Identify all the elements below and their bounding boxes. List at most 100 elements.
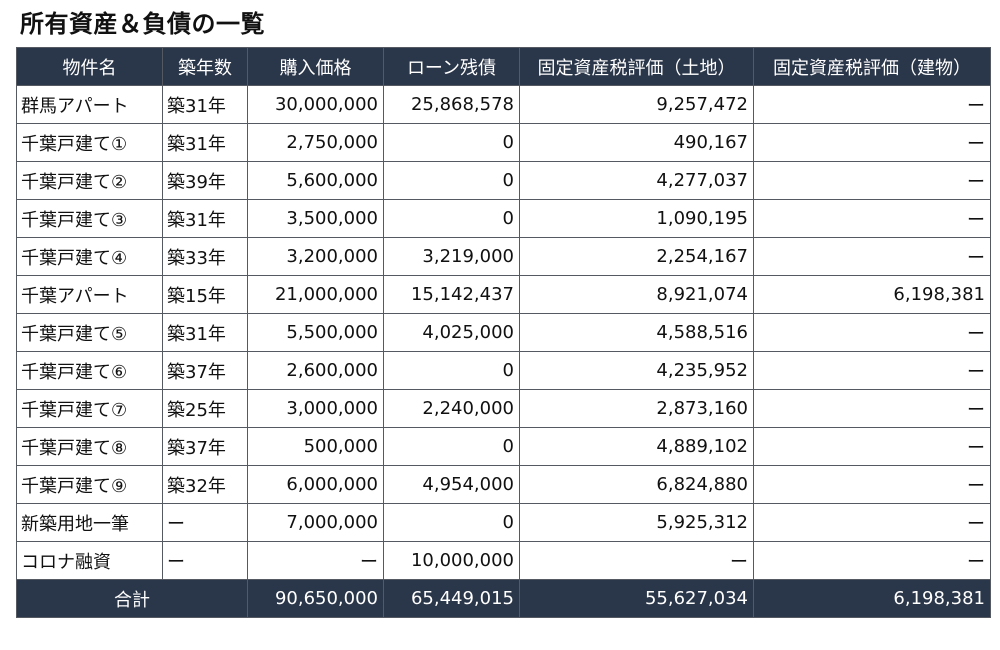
cell-land-valuation: 4,235,952	[519, 351, 754, 390]
total-land: 55,627,034	[519, 579, 754, 618]
cell-building-valuation: ー	[753, 313, 991, 352]
cell-building-valuation: ー	[753, 541, 991, 580]
cell-land-valuation: 1,090,195	[519, 199, 754, 238]
cell-purchase-price: 5,600,000	[247, 161, 384, 200]
cell-loan-balance: 3,219,000	[383, 237, 520, 276]
table-row: 千葉戸建て⑨ 築32年 6,000,000 4,954,000 6,824,880 ー	[16, 465, 991, 504]
cell-property-name: 千葉戸建て①	[16, 123, 163, 162]
table-row: 千葉戸建て① 築31年 2,750,000 0 490,167 ー	[16, 123, 991, 162]
cell-purchase-price: 5,500,000	[247, 313, 384, 352]
cell-purchase-price: 2,750,000	[247, 123, 384, 162]
cell-loan-balance: 0	[383, 161, 520, 200]
cell-building-valuation: ー	[753, 85, 991, 124]
cell-land-valuation: 2,873,160	[519, 389, 754, 428]
cell-loan-balance: 0	[383, 503, 520, 542]
table-body: 群馬アパート 築31年 30,000,000 25,868,578 9,257,472 ー…	[16, 85, 991, 580]
cell-building-valuation: ー	[753, 503, 991, 542]
cell-building-valuation: 6,198,381	[753, 275, 991, 314]
cell-land-valuation: 4,889,102	[519, 427, 754, 466]
table-row: 新築用地一筆ー 7,000,000 0 5,925,312 ー	[16, 503, 991, 542]
cell-property-name: 千葉戸建て⑥	[16, 351, 163, 390]
cell-purchase-price: 500,000	[247, 427, 384, 466]
cell-property-name: 千葉戸建て⑤	[16, 313, 163, 352]
cell-purchase-price: 3,000,000	[247, 389, 384, 428]
cell-building-valuation: ー	[753, 389, 991, 428]
cell-purchase-price: ー	[247, 541, 384, 580]
column-header-property: 物件名	[16, 47, 163, 86]
asset-liability-table: 物件名 築年数 購入価格 ローン残債 固定資産税評価（土地） 固定資産税評価（建…	[16, 47, 991, 618]
cell-building-age: 築33年	[162, 237, 248, 276]
column-header-price: 購入価格	[247, 47, 384, 86]
cell-purchase-price: 7,000,000	[247, 503, 384, 542]
cell-loan-balance: 25,868,578	[383, 85, 520, 124]
cell-building-age: 築31年	[162, 85, 248, 124]
cell-purchase-price: 2,600,000	[247, 351, 384, 390]
cell-property-name: 千葉戸建て⑧	[16, 427, 163, 466]
cell-purchase-price: 30,000,000	[247, 85, 384, 124]
column-header-land-valuation: 固定資産税評価（土地）	[519, 47, 754, 86]
cell-building-age: 築32年	[162, 465, 248, 504]
table-row: コロナ融資ーー 10,000,000 ーー	[16, 541, 991, 580]
cell-loan-balance: 15,142,437	[383, 275, 520, 314]
total-price: 90,650,000	[247, 579, 384, 618]
cell-property-name: コロナ融資	[16, 541, 163, 580]
cell-land-valuation: 9,257,472	[519, 85, 754, 124]
cell-loan-balance: 0	[383, 199, 520, 238]
cell-property-name: 群馬アパート	[16, 85, 163, 124]
cell-building-valuation: ー	[753, 427, 991, 466]
total-row: 合計 90,650,000 65,449,015 55,627,034 6,19…	[16, 579, 991, 618]
cell-building-valuation: ー	[753, 465, 991, 504]
cell-building-age: 築39年	[162, 161, 248, 200]
cell-building-valuation: ー	[753, 237, 991, 276]
cell-purchase-price: 6,000,000	[247, 465, 384, 504]
page-title: 所有資産＆負債の一覧	[20, 10, 265, 38]
cell-building-age: 築37年	[162, 351, 248, 390]
cell-building-age: 築31年	[162, 313, 248, 352]
table-row: 千葉戸建て⑤ 築31年 5,500,000 4,025,000 4,588,516 ー	[16, 313, 991, 352]
cell-land-valuation: 8,921,074	[519, 275, 754, 314]
cell-purchase-price: 3,500,000	[247, 199, 384, 238]
table-row: 千葉戸建て⑧ 築37年 500,000 0 4,889,102 ー	[16, 427, 991, 466]
cell-loan-balance: 0	[383, 427, 520, 466]
cell-purchase-price: 3,200,000	[247, 237, 384, 276]
cell-purchase-price: 21,000,000	[247, 275, 384, 314]
table-row: 群馬アパート 築31年 30,000,000 25,868,578 9,257,472 ー	[16, 85, 991, 124]
total-loan: 65,449,015	[383, 579, 520, 618]
cell-building-age: 築31年	[162, 123, 248, 162]
cell-property-name: 千葉戸建て⑨	[16, 465, 163, 504]
cell-building-age: 築25年	[162, 389, 248, 428]
cell-land-valuation: 4,277,037	[519, 161, 754, 200]
cell-land-valuation: 2,254,167	[519, 237, 754, 276]
cell-loan-balance: 4,954,000	[383, 465, 520, 504]
cell-loan-balance: 2,240,000	[383, 389, 520, 428]
cell-loan-balance: 4,025,000	[383, 313, 520, 352]
total-label: 合計	[16, 579, 248, 618]
cell-building-age: ー	[162, 541, 248, 580]
cell-building-age: 築15年	[162, 275, 248, 314]
table-row: 千葉戸建て⑥ 築37年 2,600,000 0 4,235,952 ー	[16, 351, 991, 390]
cell-land-valuation: 6,824,880	[519, 465, 754, 504]
cell-loan-balance: 10,000,000	[383, 541, 520, 580]
cell-land-valuation: 5,925,312	[519, 503, 754, 542]
cell-property-name: 千葉アパート	[16, 275, 163, 314]
cell-building-valuation: ー	[753, 351, 991, 390]
cell-property-name: 新築用地一筆	[16, 503, 163, 542]
cell-building-age: 築31年	[162, 199, 248, 238]
cell-land-valuation: 490,167	[519, 123, 754, 162]
table-row: 千葉戸建て④ 築33年 3,200,000 3,219,000 2,254,167 ー	[16, 237, 991, 276]
table-row: 千葉戸建て② 築39年 5,600,000 0 4,277,037 ー	[16, 161, 991, 200]
column-header-age: 築年数	[162, 47, 248, 86]
column-header-building-valuation: 固定資産税評価（建物）	[753, 47, 991, 86]
cell-property-name: 千葉戸建て②	[16, 161, 163, 200]
table-row: 千葉戸建て③ 築31年 3,500,000 0 1,090,195 ー	[16, 199, 991, 238]
column-header-loan: ローン残債	[383, 47, 520, 86]
cell-building-age: ー	[162, 503, 248, 542]
cell-land-valuation: 4,588,516	[519, 313, 754, 352]
table-row: 千葉アパート 築15年 21,000,000 15,142,437 8,921,074 6…	[16, 275, 991, 314]
cell-land-valuation: ー	[519, 541, 754, 580]
cell-building-valuation: ー	[753, 123, 991, 162]
table-header-row: 物件名 築年数 購入価格 ローン残債 固定資産税評価（土地） 固定資産税評価（建…	[16, 47, 991, 86]
cell-building-valuation: ー	[753, 161, 991, 200]
cell-property-name: 千葉戸建て④	[16, 237, 163, 276]
cell-building-valuation: ー	[753, 199, 991, 238]
